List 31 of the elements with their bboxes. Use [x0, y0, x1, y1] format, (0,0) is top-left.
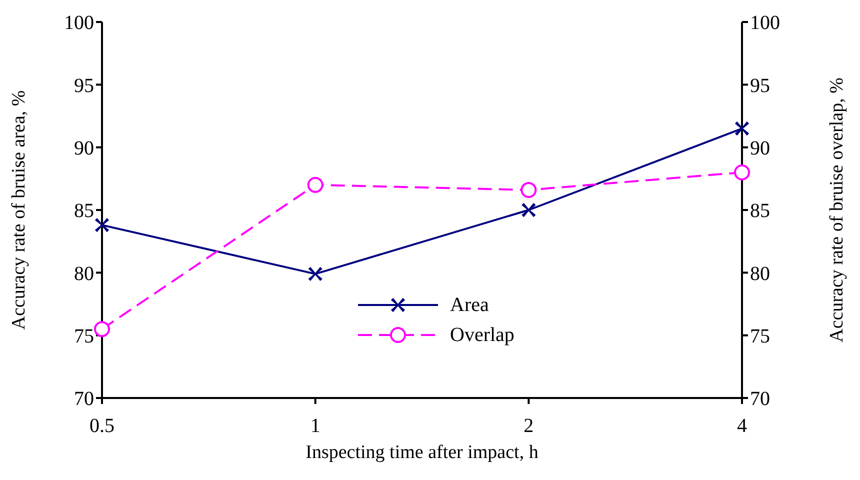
y2-tick-label: 80: [750, 262, 770, 285]
y-axis-title: Accuracy rate of bruise area, %: [8, 90, 30, 330]
point: [522, 202, 536, 218]
point: [734, 121, 750, 136]
y2-axis-title: Accuracy rate of bruise overlap, %: [826, 77, 848, 342]
y-tick-label: 85: [74, 200, 94, 222]
y-tick-label: 95: [74, 74, 94, 97]
y2-tick-label: 95: [750, 74, 770, 97]
point: [307, 176, 324, 193]
point: [734, 164, 750, 180]
x-tick-label: 1: [310, 415, 320, 438]
y-tick-label: 90: [74, 137, 94, 160]
y-tick-label: 70: [74, 388, 94, 410]
y-tick-label: 80: [74, 262, 94, 285]
x-tick-label: 2: [524, 415, 534, 438]
point: [94, 218, 110, 232]
y-tick-label: 75: [74, 325, 94, 348]
y2-tick-label: 100: [750, 12, 780, 34]
x-tick-label: 4: [737, 415, 747, 438]
point: [308, 266, 322, 282]
x-axis-title: Inspecting time after impact, h: [306, 442, 539, 463]
y-tick-label: 100: [64, 12, 94, 34]
legend-label: Overlap: [450, 324, 514, 346]
point: [94, 321, 110, 338]
y2-tick-label: 75: [750, 325, 770, 348]
y2-tick-label: 70: [750, 388, 770, 410]
y2-tick-label: 85: [750, 200, 770, 222]
legend-label: Area: [450, 294, 489, 316]
y2-tick-label: 90: [750, 137, 770, 160]
x-tick-label: 0.5: [90, 415, 114, 438]
point: [520, 182, 537, 198]
